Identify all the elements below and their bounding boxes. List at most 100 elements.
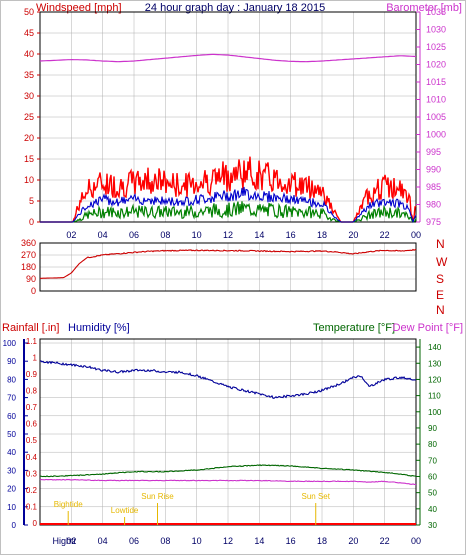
dewpoint-series — [39, 478, 417, 486]
tide-event-label: Lowtide — [111, 506, 139, 515]
temp-tick-label: 70 — [428, 456, 437, 465]
temp-tick-label: 50 — [428, 489, 437, 498]
rain-tick-label: 0.3 — [26, 469, 38, 478]
baro-tick-label: 1005 — [426, 112, 446, 122]
direction-panel-series — [40, 248, 417, 279]
baro-tick-label: 995 — [426, 147, 441, 157]
humidity-tick-label: 70 — [7, 394, 16, 403]
rain-tick-label: 0.1 — [26, 502, 38, 511]
direction-tick-label: 0 — [31, 286, 36, 296]
rainfall-axis-label: Rainfall [.in] — [2, 322, 59, 334]
bottom-time-tick-label: 04 — [98, 536, 108, 546]
windspeed-axis-label: Windspeed [mph] — [36, 2, 122, 14]
wind-tick-label: 40 — [24, 49, 34, 59]
bottom-time-tick-label: 02 — [66, 536, 76, 546]
compass-label: E — [436, 288, 444, 302]
wind-tick-label: 25 — [24, 112, 34, 122]
wind-time-tick-label: 00 — [411, 230, 421, 240]
baro-tick-label: 990 — [426, 165, 441, 175]
rain-tick-label: 0.9 — [26, 370, 38, 379]
temp-tick-label: 60 — [428, 472, 437, 481]
wind-time-tick-label: 08 — [160, 230, 170, 240]
bottom-time-tick-label: 18 — [317, 536, 327, 546]
humidity-axis-label: Humidity [%] — [68, 322, 130, 334]
wind-time-tick-label: 12 — [223, 230, 233, 240]
temp-tick-label: 80 — [428, 440, 437, 449]
wind-time-tick-label: 18 — [317, 230, 327, 240]
chart-title: 24 hour graph day : January 18 2015 — [145, 2, 325, 14]
dewpoint-axis-label: Dew Point [°F] — [393, 322, 463, 334]
baro-tick-label: 1030 — [426, 25, 446, 35]
compass-label: S — [436, 272, 444, 286]
baro-tick-label: 1000 — [426, 130, 446, 140]
wind-time-tick-label: 14 — [254, 230, 264, 240]
humidity-tick-label: 50 — [7, 430, 16, 439]
tide-event-label: Sun Rise — [141, 492, 174, 501]
barometer-axis-label: Barometer [mb] — [386, 2, 462, 14]
wind-time-tick-label: 06 — [129, 230, 139, 240]
wind-avg-series — [40, 186, 417, 224]
barometer-series — [39, 53, 417, 63]
temperature-axis-label: Temperature [°F] — [313, 322, 395, 334]
bottom-time-tick-label: 20 — [348, 536, 358, 546]
direction-tick-label: 90 — [26, 274, 36, 284]
direction-tick-label: 270 — [21, 250, 36, 260]
bottom-time-tick-label: Highti — [52, 536, 75, 546]
wind-tick-label: 15 — [24, 154, 34, 164]
rain-tick-label: 0.5 — [26, 436, 38, 445]
humidity-tick-label: 30 — [7, 466, 16, 475]
rain-tick-label: 0.7 — [26, 403, 38, 412]
wind-time-tick-label: 04 — [98, 230, 108, 240]
temp-tick-label: 140 — [428, 343, 442, 352]
baro-tick-label: 975 — [426, 217, 441, 227]
baro-tick-label: 1010 — [426, 95, 446, 105]
humidity-tick-label: 90 — [7, 357, 16, 366]
wind-time-tick-label: 16 — [286, 230, 296, 240]
rain-tick-label: 0.6 — [26, 420, 38, 429]
bottom-time-tick-label: 06 — [129, 536, 139, 546]
humidity-tick-label: 10 — [7, 503, 16, 512]
direction-tick-label: 180 — [21, 262, 36, 272]
humidity-tick-label: 40 — [7, 448, 16, 457]
wind-tick-label: 45 — [24, 28, 34, 38]
rain-tick-label: 0.8 — [26, 387, 38, 396]
tide-event-label: Sun Set — [301, 492, 330, 501]
temp-tick-label: 120 — [428, 375, 442, 384]
wind-tick-label: 5 — [29, 196, 34, 206]
wind-direction-series — [40, 248, 417, 279]
compass-label: N — [436, 303, 445, 317]
baro-tick-label: 1015 — [426, 77, 446, 87]
baro-tick-label: 1035 — [426, 7, 446, 17]
humidity-tick-label: 80 — [7, 375, 16, 384]
humidity-tick-label: 0 — [12, 521, 17, 530]
bottom-time-tick-label: 12 — [223, 536, 233, 546]
temp-tick-label: 100 — [428, 408, 442, 417]
rain-tick-label: 1 — [33, 353, 38, 362]
tide-event-label: Bightide — [54, 500, 83, 509]
humidity-series — [39, 360, 417, 399]
wind-panel-axes: 0510152025303540455097598098599099510001… — [24, 7, 446, 240]
wind-time-tick-label: 02 — [66, 230, 76, 240]
wind-tick-label: 35 — [24, 70, 34, 80]
bottom-time-tick-label: 10 — [192, 536, 202, 546]
wind-tick-label: 20 — [24, 133, 34, 143]
wind-tick-label: 30 — [24, 91, 34, 101]
compass-label: W — [436, 255, 448, 269]
wind-time-tick-label: 10 — [192, 230, 202, 240]
temp-tick-label: 90 — [428, 424, 437, 433]
bottom-time-tick-label: 14 — [254, 536, 264, 546]
bottom-time-tick-label: 00 — [411, 536, 421, 546]
rain-tick-label: 0.4 — [26, 453, 38, 462]
wind-tick-label: 50 — [24, 7, 34, 17]
wind-time-tick-label: 22 — [380, 230, 390, 240]
baro-tick-label: 1020 — [426, 60, 446, 70]
rain-tick-label: 0.2 — [26, 486, 38, 495]
direction-tick-label: 360 — [21, 238, 36, 248]
bottom-time-tick-label: 22 — [380, 536, 390, 546]
wind-tick-label: 0 — [29, 217, 34, 227]
wind-time-tick-label: 20 — [348, 230, 358, 240]
